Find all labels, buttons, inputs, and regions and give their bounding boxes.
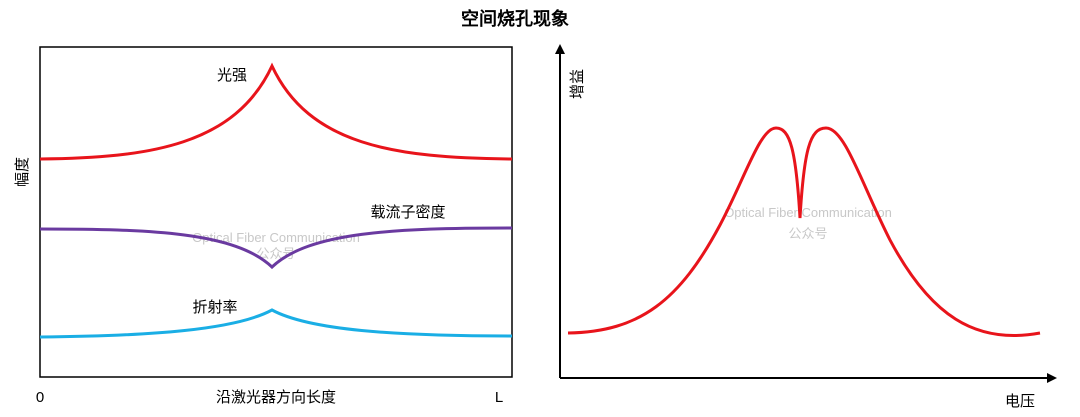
voltage-axis-label: 电压 bbox=[1005, 392, 1035, 410]
refractive-index-curve bbox=[39, 308, 513, 339]
carrier-density-label: 载流子密度 bbox=[370, 203, 445, 221]
carrier-density-curve bbox=[39, 226, 513, 270]
gain-axis-label: 增益 bbox=[568, 69, 586, 99]
light-intensity-curve bbox=[39, 62, 513, 161]
gain-curve-with-hole bbox=[567, 126, 1041, 338]
left-xlabel: 沿激光器方向长度 bbox=[216, 388, 336, 406]
watermark-text: Optical Fiber Communication bbox=[192, 230, 360, 245]
watermark-subtext-right: 公众号 bbox=[788, 226, 827, 241]
light-intensity-label: 光强 bbox=[217, 66, 247, 84]
left-ylabel: 幅度 bbox=[13, 157, 31, 187]
x-start-label: 0 bbox=[36, 389, 44, 406]
refractive-index-label: 折射率 bbox=[192, 298, 237, 316]
x-end-label: L bbox=[495, 389, 503, 406]
figure-title: 空间烧孔现象 bbox=[461, 8, 569, 30]
right-panel: 增益 电压 Optical Fiber Communication 公众号 bbox=[555, 44, 1057, 410]
left-panel: 幅度 沿激光器方向长度 0 L Optical Fiber Communicat… bbox=[13, 46, 513, 406]
left-plot-frame bbox=[39, 46, 513, 378]
watermark-text-right: Optical Fiber Communication bbox=[724, 205, 892, 220]
